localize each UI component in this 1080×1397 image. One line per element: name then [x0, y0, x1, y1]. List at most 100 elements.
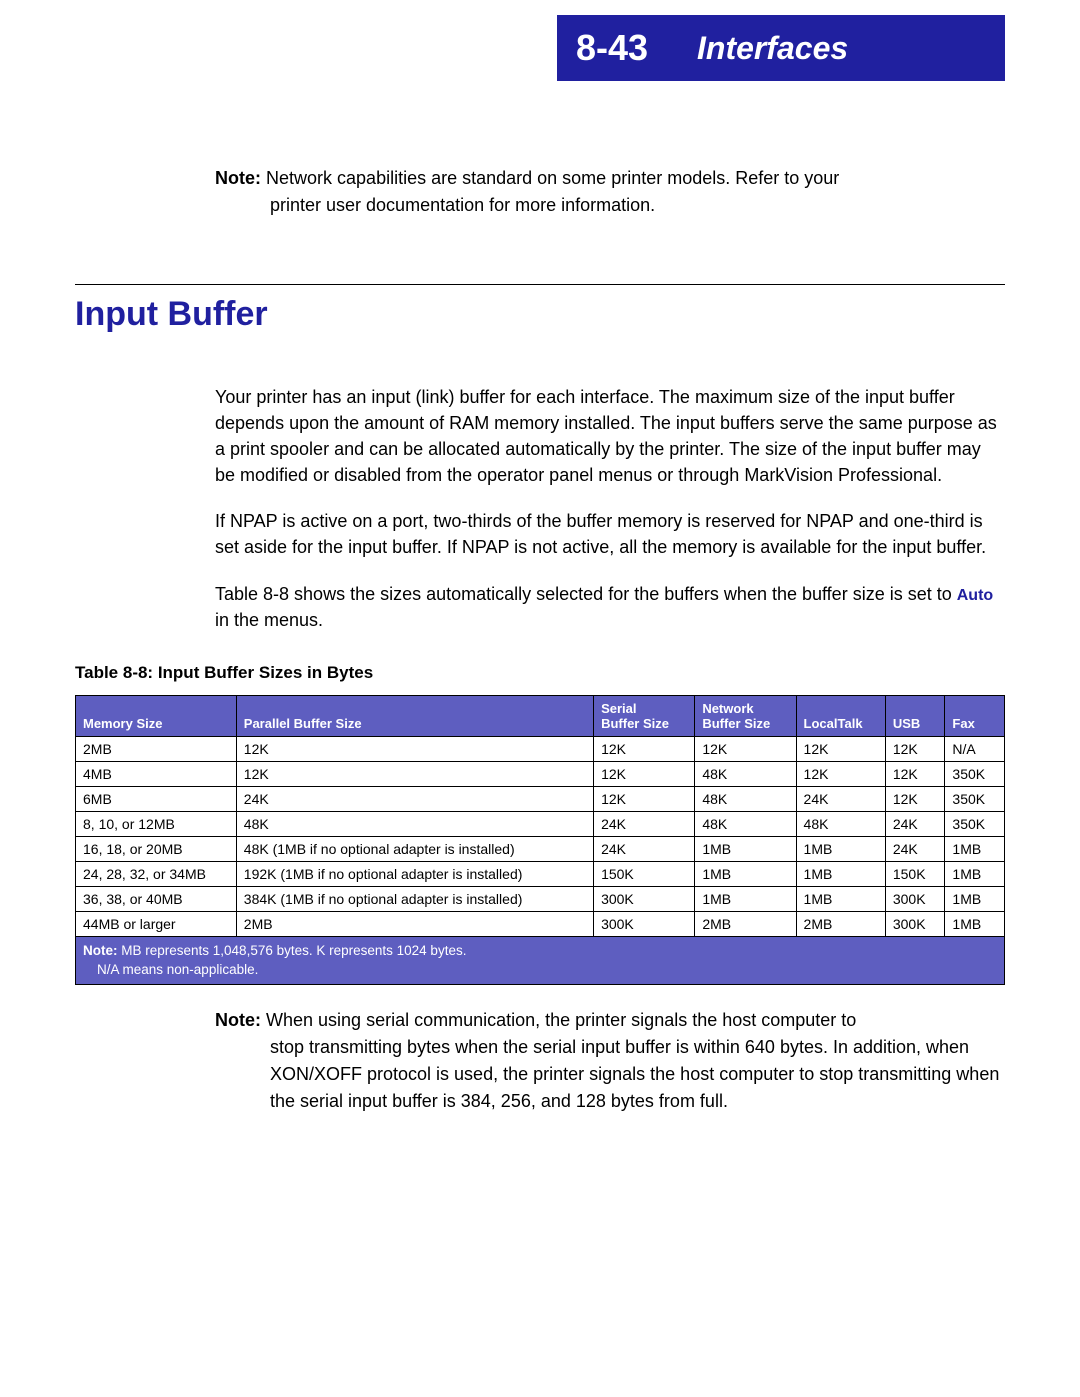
cell-usb: 300K — [885, 886, 945, 911]
table-caption: Table 8-8: Input Buffer Sizes in Bytes — [75, 663, 1005, 683]
cell-localtalk: 48K — [796, 811, 885, 836]
cell-localtalk: 24K — [796, 786, 885, 811]
cell-memory: 44MB or larger — [76, 911, 237, 936]
chapter-number-badge: 8-43 — [557, 15, 667, 81]
cell-usb: 12K — [885, 736, 945, 761]
cell-network: 1MB — [695, 836, 796, 861]
cell-serial: 12K — [594, 736, 695, 761]
table-row: 4MB12K12K48K12K12K350K — [76, 761, 1005, 786]
col-serial-l2: Buffer Size — [601, 716, 669, 731]
cell-usb: 12K — [885, 786, 945, 811]
cell-serial: 24K — [594, 836, 695, 861]
cell-usb: 300K — [885, 911, 945, 936]
page-header: 8-43 Interfaces — [0, 15, 1080, 81]
cell-fax: 350K — [945, 811, 1005, 836]
cell-memory: 16, 18, or 20MB — [76, 836, 237, 861]
cell-usb: 24K — [885, 811, 945, 836]
p3-pre: Table 8-8 shows the sizes automatically … — [215, 584, 957, 604]
cell-network: 1MB — [695, 861, 796, 886]
cell-memory: 8, 10, or 12MB — [76, 811, 237, 836]
cell-serial: 12K — [594, 786, 695, 811]
col-network-l2: Buffer Size — [702, 716, 770, 731]
cell-memory: 2MB — [76, 736, 237, 761]
chapter-title: Interfaces — [667, 15, 1005, 81]
cell-parallel: 12K — [236, 761, 593, 786]
cell-parallel: 48K (1MB if no optional adapter is insta… — [236, 836, 593, 861]
cell-fax: 350K — [945, 786, 1005, 811]
table-footnote-cell: Note: MB represents 1,048,576 bytes. K r… — [76, 936, 1005, 984]
cell-fax: 1MB — [945, 911, 1005, 936]
bottom-note-rest: stop transmitting bytes when the serial … — [270, 1034, 1005, 1115]
col-fax: Fax — [945, 695, 1005, 736]
cell-parallel: 24K — [236, 786, 593, 811]
cell-memory: 4MB — [76, 761, 237, 786]
top-note: Note: Network capabilities are standard … — [215, 165, 1005, 219]
body-paragraph-2: If NPAP is active on a port, two-thirds … — [215, 508, 1005, 560]
col-localtalk: LocalTalk — [796, 695, 885, 736]
table-row: 24, 28, 32, or 34MB192K (1MB if no optio… — [76, 861, 1005, 886]
cell-memory: 36, 38, or 40MB — [76, 886, 237, 911]
bottom-note-line1: When using serial communication, the pri… — [266, 1010, 856, 1030]
cell-fax: 1MB — [945, 861, 1005, 886]
note-text-line2: printer user documentation for more info… — [270, 192, 1005, 219]
table-body: 2MB12K12K12K12K12KN/A4MB12K12K48K12K12K3… — [76, 736, 1005, 936]
cell-parallel: 48K — [236, 811, 593, 836]
cell-fax: 350K — [945, 761, 1005, 786]
auto-keyword: Auto — [957, 587, 993, 604]
cell-serial: 300K — [594, 911, 695, 936]
note-label: Note: — [215, 168, 261, 188]
note-text-line1: Network capabilities are standard on som… — [266, 168, 839, 188]
cell-serial: 150K — [594, 861, 695, 886]
cell-serial: 300K — [594, 886, 695, 911]
col-serial: Serial Buffer Size — [594, 695, 695, 736]
body-paragraph-3: Table 8-8 shows the sizes automatically … — [215, 581, 1005, 633]
footnote-line1: MB represents 1,048,576 bytes. K represe… — [118, 943, 467, 958]
cell-network: 1MB — [695, 886, 796, 911]
body-paragraph-1: Your printer has an input (link) buffer … — [215, 384, 1005, 488]
table-head: Memory Size Parallel Buffer Size Serial … — [76, 695, 1005, 736]
cell-usb: 24K — [885, 836, 945, 861]
table-row: 2MB12K12K12K12K12KN/A — [76, 736, 1005, 761]
section-rule — [75, 284, 1005, 285]
page-content: Note: Network capabilities are standard … — [75, 0, 1005, 1115]
cell-network: 48K — [695, 786, 796, 811]
col-serial-l1: Serial — [601, 701, 636, 716]
cell-localtalk: 2MB — [796, 911, 885, 936]
cell-serial: 12K — [594, 761, 695, 786]
cell-memory: 6MB — [76, 786, 237, 811]
cell-network: 48K — [695, 811, 796, 836]
table-row: 44MB or larger2MB300K2MB2MB300K1MB — [76, 911, 1005, 936]
cell-localtalk: 12K — [796, 761, 885, 786]
cell-localtalk: 1MB — [796, 886, 885, 911]
cell-network: 48K — [695, 761, 796, 786]
cell-network: 2MB — [695, 911, 796, 936]
cell-localtalk: 1MB — [796, 861, 885, 886]
cell-fax: 1MB — [945, 836, 1005, 861]
cell-usb: 12K — [885, 761, 945, 786]
col-memory: Memory Size — [76, 695, 237, 736]
note-label: Note: — [215, 1010, 261, 1030]
cell-localtalk: 12K — [796, 736, 885, 761]
footnote-line2: N/A means non-applicable. — [83, 960, 997, 980]
col-usb: USB — [885, 695, 945, 736]
table-row: 8, 10, or 12MB48K24K48K48K24K350K — [76, 811, 1005, 836]
footnote-label: Note: — [83, 943, 118, 958]
cell-memory: 24, 28, 32, or 34MB — [76, 861, 237, 886]
col-network-l1: Network — [702, 701, 753, 716]
table-foot: Note: MB represents 1,048,576 bytes. K r… — [76, 936, 1005, 984]
p3-post: in the menus. — [215, 610, 323, 630]
buffer-sizes-table: Memory Size Parallel Buffer Size Serial … — [75, 695, 1005, 985]
table-row: 16, 18, or 20MB48K (1MB if no optional a… — [76, 836, 1005, 861]
section-heading: Input Buffer — [75, 295, 1005, 334]
page: 8-43 Interfaces Note: Network capabiliti… — [0, 0, 1080, 1175]
cell-parallel: 2MB — [236, 911, 593, 936]
cell-serial: 24K — [594, 811, 695, 836]
table-footnote-row: Note: MB represents 1,048,576 bytes. K r… — [76, 936, 1005, 984]
table-row: 36, 38, or 40MB384K (1MB if no optional … — [76, 886, 1005, 911]
cell-usb: 150K — [885, 861, 945, 886]
table-row: 6MB24K12K48K24K12K350K — [76, 786, 1005, 811]
cell-parallel: 192K (1MB if no optional adapter is inst… — [236, 861, 593, 886]
cell-fax: N/A — [945, 736, 1005, 761]
cell-fax: 1MB — [945, 886, 1005, 911]
cell-parallel: 384K (1MB if no optional adapter is inst… — [236, 886, 593, 911]
